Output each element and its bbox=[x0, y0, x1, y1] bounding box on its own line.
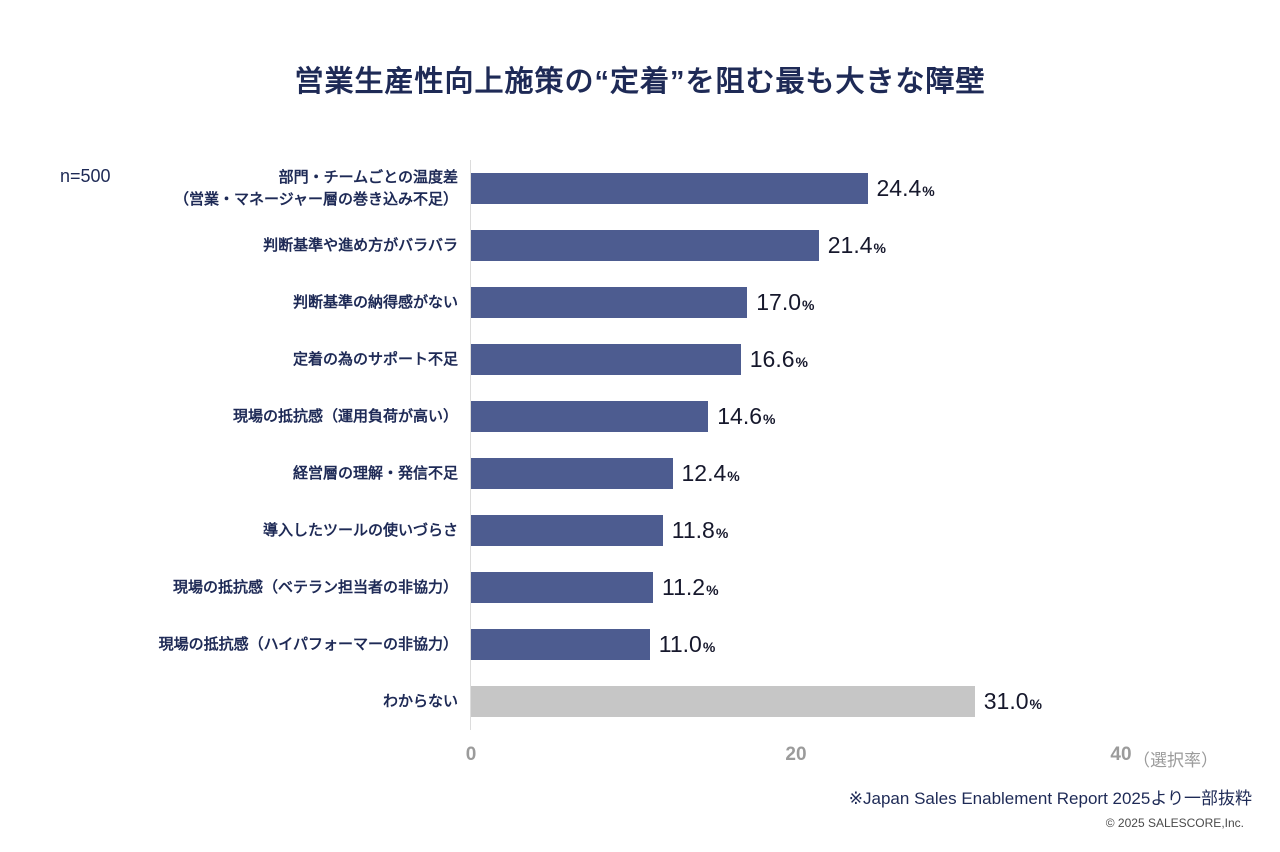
x-axis-tick: 20 bbox=[785, 744, 807, 765]
chart-row: 現場の抵抗感（運用負荷が高い） 14.6% bbox=[0, 388, 1280, 445]
plot-area: 31.0% bbox=[470, 673, 1280, 730]
bar bbox=[471, 173, 868, 204]
category-label: 現場の抵抗感（ベテラン担当者の非協力） bbox=[172, 578, 458, 596]
plot-area: 16.6% bbox=[470, 331, 1280, 388]
category-label: 定着の為のサポート不足 bbox=[292, 350, 458, 368]
plot-area: 11.2% bbox=[470, 559, 1280, 616]
value-label: 31.0% bbox=[983, 688, 1042, 714]
value-label: 11.2% bbox=[662, 574, 719, 600]
value-label: 14.6% bbox=[717, 403, 776, 429]
bar bbox=[471, 230, 819, 261]
value-label: 17.0% bbox=[756, 289, 815, 315]
bar bbox=[471, 287, 748, 318]
category-label: 部門・チームごとの温度差 （営業・マネージャー層の巻き込み不足） bbox=[174, 168, 458, 208]
chart-row: 現場の抵抗感（ハイパフォーマーの非協力） 11.0% bbox=[0, 616, 1280, 673]
value-label: 24.4% bbox=[876, 175, 935, 201]
plot-area: 21.4% bbox=[470, 217, 1280, 274]
chart-row: 部門・チームごとの温度差 （営業・マネージャー層の巻き込み不足） 24.4% bbox=[0, 160, 1280, 217]
copyright: © 2025 SALESCORE,Inc. bbox=[1105, 816, 1244, 830]
value-label: 11.0% bbox=[658, 631, 716, 657]
sample-size-label: n=500 bbox=[60, 166, 111, 186]
bar bbox=[471, 572, 653, 603]
bar bbox=[471, 686, 975, 717]
x-axis-unit-label: （選択率） bbox=[1133, 751, 1218, 770]
plot-area: 11.8% bbox=[470, 502, 1280, 559]
chart-row: わからない 31.0% bbox=[0, 673, 1280, 730]
plot-area: 11.0% bbox=[470, 616, 1280, 673]
chart-rows: 部門・チームごとの温度差 （営業・マネージャー層の巻き込み不足） 24.4% 判断基… bbox=[0, 160, 1280, 730]
category-label: 現場の抵抗感（ハイパフォーマーの非協力） bbox=[158, 635, 458, 653]
plot-area: 17.0% bbox=[470, 274, 1280, 331]
chart-row: 判断基準の納得感がない 17.0% bbox=[0, 274, 1280, 331]
value-label: 11.8% bbox=[671, 517, 729, 543]
x-axis-tick: 40 bbox=[1110, 744, 1132, 765]
category-label: 判断基準や進め方がバラバラ bbox=[263, 236, 458, 254]
bar bbox=[471, 629, 650, 660]
chart-row: 定着の為のサポート不足 16.6% bbox=[0, 331, 1280, 388]
plot-area: 24.4% bbox=[470, 160, 1280, 217]
x-axis: （選択率） 0 20 40 bbox=[466, 740, 1218, 774]
x-axis-tick: 0 bbox=[465, 744, 477, 765]
value-label: 16.6% bbox=[749, 346, 808, 372]
bar bbox=[471, 401, 709, 432]
bar bbox=[471, 458, 673, 489]
chart-title: 営業生産性向上施策の“定着”を阻む最も大きな障壁 bbox=[294, 66, 986, 98]
category-label: 導入したツールの使いづらさ bbox=[262, 521, 458, 539]
chart-row: 現場の抵抗感（ベテラン担当者の非協力） 11.2% bbox=[0, 559, 1280, 616]
value-label: 12.4% bbox=[681, 460, 740, 486]
chart-row: 経営層の理解・発信不足 12.4% bbox=[0, 445, 1280, 502]
source-footnote: ※Japan Sales Enablement Report 2025より一部抜… bbox=[848, 789, 1252, 808]
chart-row: 判断基準や進め方がバラバラ 21.4% bbox=[0, 217, 1280, 274]
category-label: 現場の抵抗感（運用負荷が高い） bbox=[232, 407, 458, 425]
bar bbox=[471, 344, 741, 375]
value-label: 21.4% bbox=[827, 232, 886, 258]
category-label: 判断基準の納得感がない bbox=[292, 293, 458, 311]
chart-row: 導入したツールの使いづらさ 11.8% bbox=[0, 502, 1280, 559]
plot-area: 14.6% bbox=[470, 388, 1280, 445]
plot-area: 12.4% bbox=[470, 445, 1280, 502]
category-label: 経営層の理解・発信不足 bbox=[292, 464, 458, 482]
bar bbox=[471, 515, 663, 546]
category-label: わからない bbox=[382, 692, 458, 710]
